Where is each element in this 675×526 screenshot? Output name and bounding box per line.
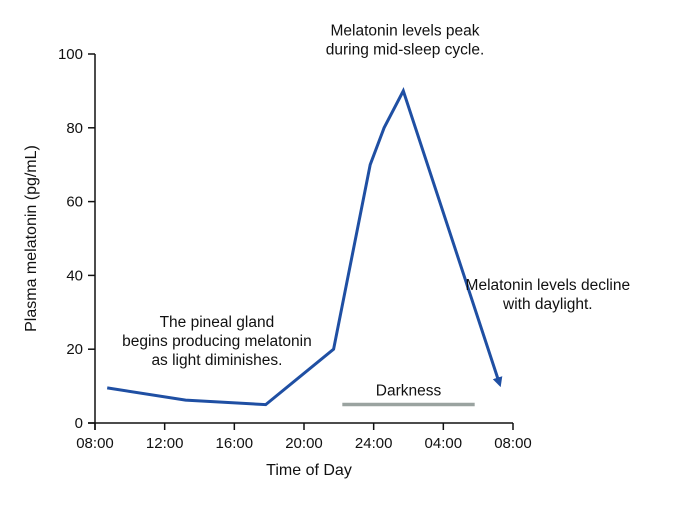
annotation-line: Melatonin levels peak xyxy=(330,23,479,40)
darkness-label: Darkness xyxy=(376,383,442,400)
annotation-2: The pineal gland begins producing melaton… xyxy=(122,314,312,369)
x-tick-label: 12:00 xyxy=(146,435,184,452)
annotation-3: Melatonin levels decline with daylight. xyxy=(466,277,631,313)
melatonin-series-line xyxy=(106,87,503,407)
x-tick-label: 20:00 xyxy=(285,435,323,452)
y-tick-label: 40 xyxy=(66,267,83,284)
annotation-line: Melatonin levels decline xyxy=(466,277,631,294)
x-tick-label: 08:00 xyxy=(494,435,532,452)
x-tick-label: 08:00 xyxy=(76,435,114,452)
y-axis-title: Plasma melatonin (pg/mL) xyxy=(23,145,40,332)
annotation-line: begins producing melatonin xyxy=(122,333,312,350)
y-tick-label: 60 xyxy=(66,194,83,211)
annotation-line: The pineal gland xyxy=(160,314,275,331)
x-tick-label: 16:00 xyxy=(216,435,254,452)
darkness-group: Darkness xyxy=(342,383,475,407)
y-tick-label: 0 xyxy=(75,415,83,432)
annotation-line: during mid-sleep cycle. xyxy=(326,42,485,59)
annotations-group: Melatonin levels peak during mid-sleep cy… xyxy=(122,23,630,370)
x-tick-label: 24:00 xyxy=(355,435,393,452)
y-tick-label: 100 xyxy=(58,46,83,63)
x-axis-title: Time of Day xyxy=(266,462,352,479)
annotation-1: Melatonin levels peak during mid-sleep cy… xyxy=(326,23,485,59)
x-tick-label: 04:00 xyxy=(425,435,463,452)
y-tick-label: 80 xyxy=(66,120,83,137)
y-tick-label: 20 xyxy=(66,341,83,358)
annotation-line: as light diminishes. xyxy=(151,352,282,369)
axes: 0 20 40 60 80 100 08:00 12:00 16:00 20:00 24:00 04:… xyxy=(23,46,532,479)
series-group xyxy=(106,87,503,407)
annotation-line: with daylight. xyxy=(502,296,593,313)
